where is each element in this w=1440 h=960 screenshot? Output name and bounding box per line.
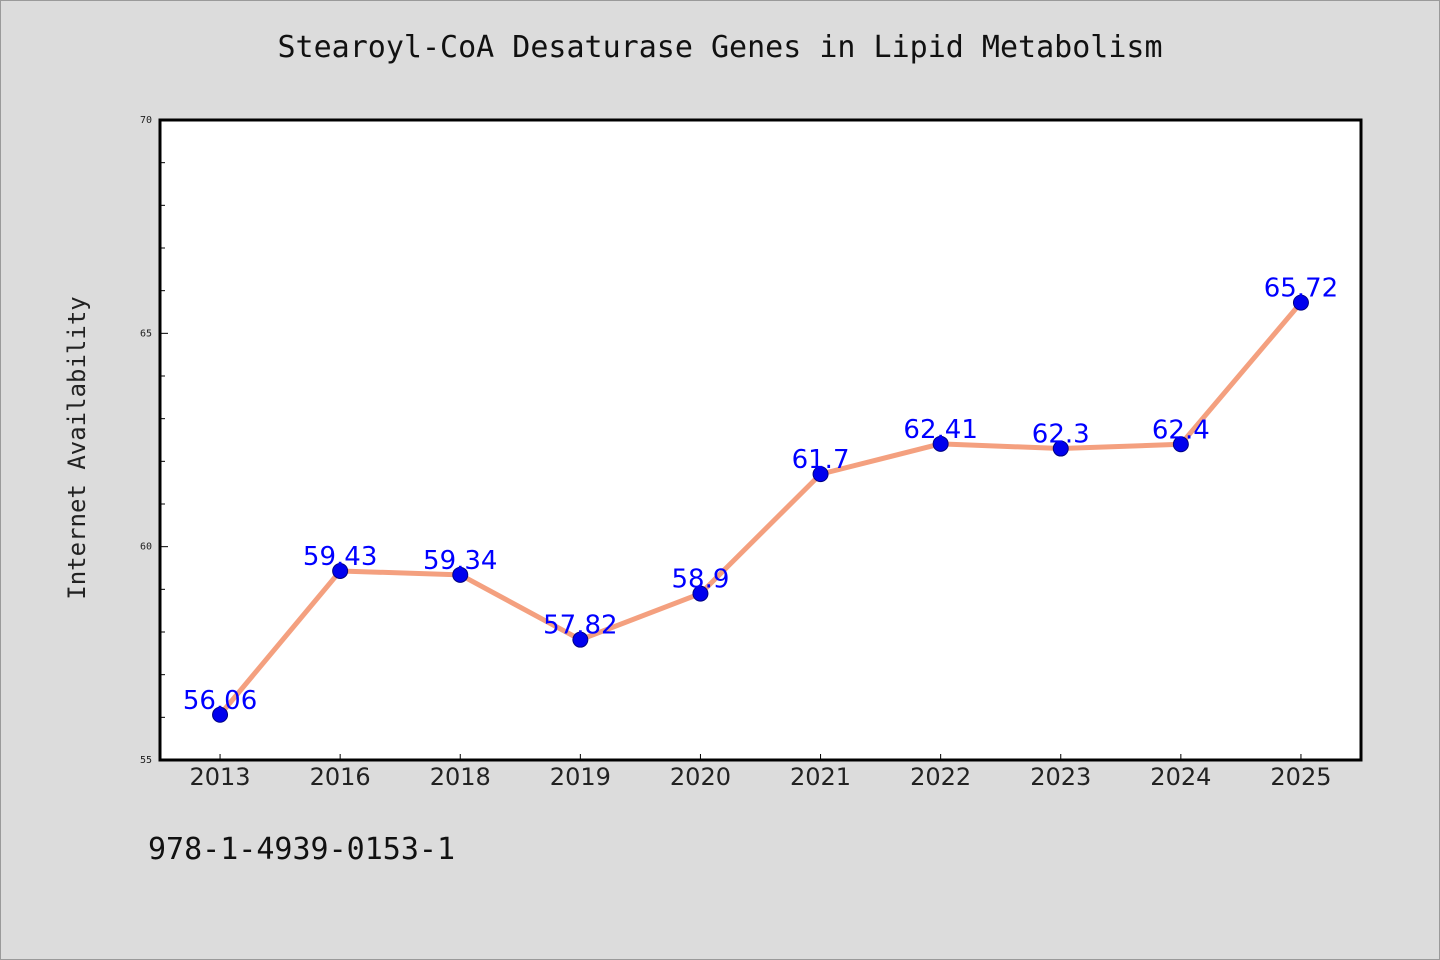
data-label: 65.72 <box>1264 274 1338 304</box>
y-tick-label: 55 <box>140 755 152 766</box>
data-label: 58.9 <box>672 565 730 595</box>
data-label: 61.7 <box>792 445 850 475</box>
data-markers <box>212 294 1309 723</box>
data-point <box>932 435 949 452</box>
y-tick-label: 60 <box>140 542 152 553</box>
series-line <box>217 300 1304 718</box>
data-point <box>812 466 829 483</box>
x-tick-label: 2025 <box>1270 763 1331 791</box>
data-label: 62.41 <box>903 415 977 445</box>
data-label: 57.82 <box>543 611 617 641</box>
x-tick-label: 2024 <box>1150 763 1211 791</box>
x-tick-label: 2022 <box>910 763 971 791</box>
data-point <box>212 706 229 723</box>
plot-area <box>158 118 1363 762</box>
x-tick-label: 2021 <box>790 763 851 791</box>
x-tick-label: 2020 <box>670 763 731 791</box>
data-point <box>572 631 589 648</box>
x-tick-label: 2016 <box>310 763 371 791</box>
y-tick-label: 65 <box>140 328 152 339</box>
chart-title: Stearoyl-CoA Desaturase Genes in Lipid M… <box>277 30 1163 65</box>
y-tick-label: 70 <box>140 115 152 126</box>
data-point <box>692 585 709 602</box>
y-axis-ticks: 55 60 65 70 <box>140 115 168 766</box>
data-label: 56.06 <box>183 686 257 716</box>
data-point <box>1052 440 1069 457</box>
data-label: 62.4 <box>1152 415 1210 445</box>
x-tick-label: 2013 <box>190 763 251 791</box>
data-point <box>452 566 469 583</box>
x-tick-label: 2023 <box>1030 763 1091 791</box>
data-label: 62.3 <box>1032 420 1090 450</box>
x-tick-label: 2018 <box>430 763 491 791</box>
x-axis-ticks: 2013 2016 2018 2019 2020 2021 2022 2023 2024 2025 <box>190 754 1331 791</box>
data-label: 59.34 <box>423 546 497 576</box>
data-point <box>1172 436 1189 453</box>
data-point <box>1292 294 1309 311</box>
data-label: 59.43 <box>303 542 377 572</box>
data-point <box>332 562 349 579</box>
data-labels: 56.06 59.43 59.34 57.82 58.9 61.7 62.41 62.3 62.… <box>183 274 1338 716</box>
footer-code: 978-1-4939-0153-1 <box>148 832 456 867</box>
x-tick-label: 2019 <box>550 763 611 791</box>
